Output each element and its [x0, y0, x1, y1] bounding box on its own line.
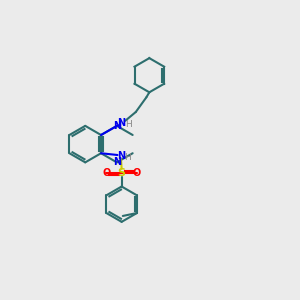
Text: N: N [113, 121, 121, 131]
Text: O: O [133, 168, 141, 178]
Text: H: H [124, 153, 131, 162]
Text: O: O [102, 168, 110, 178]
Text: S: S [118, 168, 126, 178]
Text: N: N [113, 158, 121, 167]
Text: N: N [118, 118, 126, 128]
Text: N: N [117, 151, 125, 160]
Text: H: H [125, 120, 131, 129]
